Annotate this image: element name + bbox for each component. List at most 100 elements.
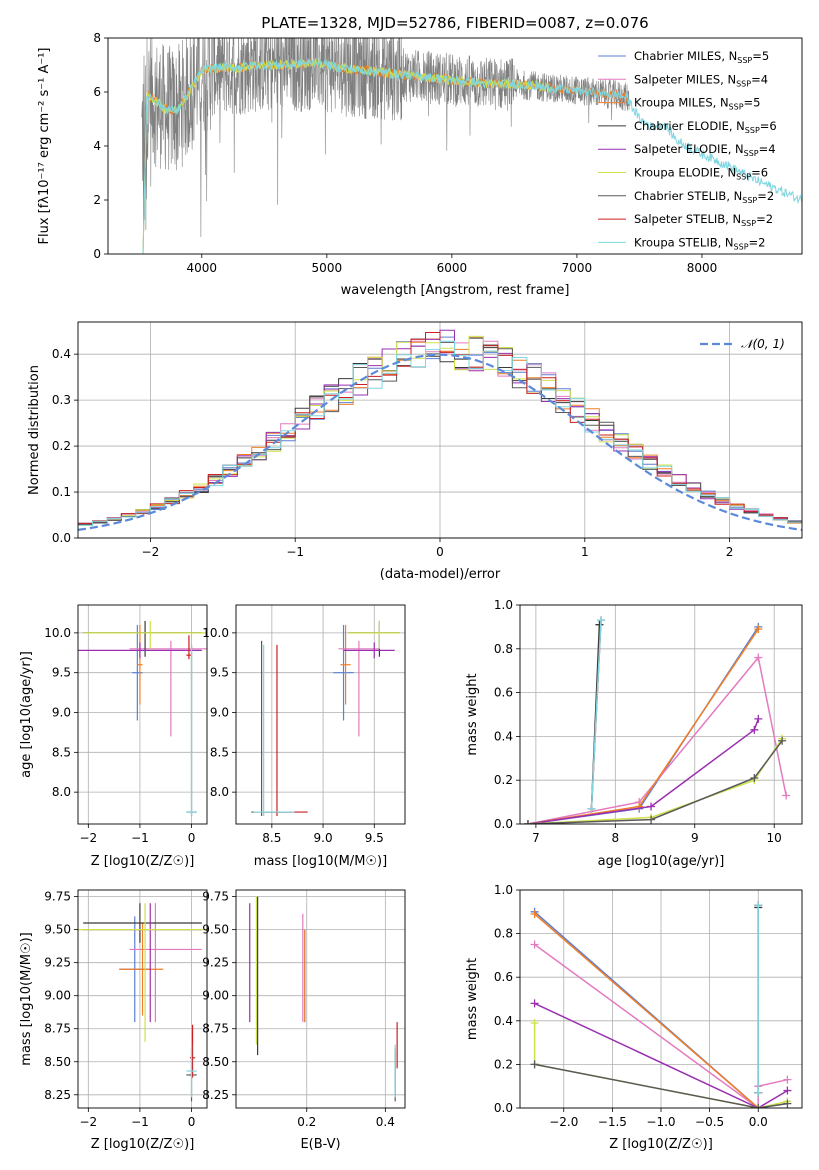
plot-area xyxy=(251,620,400,817)
y-axis-label: Flux [fλ10⁻¹⁷ erg cm⁻² s⁻¹ A⁻¹] xyxy=(37,48,52,245)
weight-line-salpeter_elodie xyxy=(534,1002,788,1108)
legend-label-sub: SSP xyxy=(745,126,760,135)
x-tick-label: −1.0 xyxy=(646,1115,675,1129)
weight-marker-kroupa_stelib xyxy=(754,1088,763,1097)
legend-label-main: Chabrier MILES, N xyxy=(634,49,737,63)
y-tick-label: 9.25 xyxy=(202,956,229,970)
weight-marker-salpeter_elodie xyxy=(750,725,759,734)
legend-label-tail: =4 xyxy=(751,72,768,86)
y-tick-label: 1.0 xyxy=(494,883,513,897)
legend-label-sub: SSP xyxy=(737,56,752,65)
legend-label-main: Kroupa STELIB, N xyxy=(634,235,734,249)
y-tick-label: 9.5 xyxy=(52,666,71,680)
weight-marker-kroupa_miles xyxy=(635,802,644,811)
weight-marker-kroupa_elodie xyxy=(530,1018,539,1027)
x-axis-label: Z [log10(Z/Z☉)] xyxy=(91,1137,195,1152)
y-tick-label: 8.75 xyxy=(202,1022,229,1036)
y-tick-label: 0.0 xyxy=(52,531,71,545)
weight-marker-chabrier_stelib xyxy=(523,820,532,824)
plot-area xyxy=(249,896,398,1102)
x-tick-label: 0 xyxy=(188,831,196,845)
legend-label-salpeter_elodie: Salpeter ELODIE, NSSP=4 xyxy=(634,142,776,158)
y-tick-label: 0.2 xyxy=(52,439,71,453)
legend-label-tail: =5 xyxy=(752,49,769,63)
x-tick-label: 7000 xyxy=(562,261,593,275)
x-tick-label: 9 xyxy=(691,831,699,845)
x-tick-label: 2 xyxy=(726,545,734,559)
y-tick-label: 6 xyxy=(93,85,101,99)
legend-label-main: Salpeter MILES, N xyxy=(634,72,736,86)
x-axis-label: Z [log10(Z/Z☉)] xyxy=(609,1137,713,1152)
weight-marker-salpeter_miles xyxy=(783,1075,792,1084)
axes-frame xyxy=(235,889,406,1109)
x-axis-label: (data-model)/error xyxy=(380,567,501,582)
weight-marker-chabrier_stelib xyxy=(647,815,656,824)
weight-line-salpeter_miles xyxy=(527,655,787,824)
plot-area xyxy=(523,616,791,824)
x-tick-label: 5000 xyxy=(312,261,343,275)
weight-marker-kroupa_stelib xyxy=(597,616,606,625)
y-tick-label: 0.8 xyxy=(494,927,513,941)
legend-label-sub: SSP xyxy=(736,173,751,182)
weight-line-chabrier_miles xyxy=(527,626,759,824)
legend-label-tail: =5 xyxy=(744,96,761,110)
legend-label-main: Salpeter STELIB, N xyxy=(634,212,741,226)
panel-age_vs_mass: 8.5 9.0 9.5 8.0 8.5 9.0 9.5 10.0 mass [log10(M/M… xyxy=(202,604,406,869)
weight-line-kroupa_stelib xyxy=(590,620,602,809)
weight-marker-salpeter_elodie xyxy=(754,714,763,723)
x-axis-label: E(B-V) xyxy=(300,1137,340,1152)
legend-label-tail: =2 xyxy=(757,189,774,203)
x-tick-label: 8.5 xyxy=(262,831,281,845)
panel-mass_vs_Z: −2 −1 0 8.25 8.50 8.75 9.00 9.25 9.50 9.75 Z [log1… xyxy=(19,889,208,1152)
weight-marker-salpeter_miles xyxy=(530,940,539,949)
axes-frame xyxy=(77,604,208,825)
legend-label-main: Salpeter ELODIE, N xyxy=(634,142,744,156)
y-tick-label: 0.1 xyxy=(52,485,71,499)
legend-label-main: Kroupa ELODIE, N xyxy=(634,166,736,180)
y-tick-label: 1.0 xyxy=(494,598,513,612)
y-tick-label: 9.0 xyxy=(210,706,229,720)
panel-weight_vs_age: 7 8 9 10 0.0 0.2 0.4 0.6 0.8 1.0 age [log10(age/yr… xyxy=(465,598,803,869)
weight-marker-kroupa_stelib xyxy=(754,901,763,910)
legend-label-chabrier_miles: Chabrier MILES, NSSP=5 xyxy=(634,49,769,65)
x-tick-label: 0.0 xyxy=(749,1115,768,1129)
legend-label-salpeter_miles: Salpeter MILES, NSSP=4 xyxy=(634,72,768,88)
weight-line-chabrier_stelib xyxy=(534,1063,788,1108)
y-tick-label: 0.4 xyxy=(494,1014,513,1028)
y-tick-label: 0.8 xyxy=(494,642,513,656)
weight-marker-chabrier_stelib xyxy=(778,736,787,745)
x-axis-label: wavelength [Angstrom, rest frame] xyxy=(341,283,570,298)
legend-label-tail: =2 xyxy=(756,212,773,226)
y-tick-label: 10.0 xyxy=(202,626,229,640)
x-tick-label: 0 xyxy=(436,545,444,559)
y-tick-label: 8.50 xyxy=(202,1055,229,1069)
y-tick-label: 0.3 xyxy=(52,393,71,407)
plot-area xyxy=(530,901,792,1108)
y-tick-label: 8.25 xyxy=(202,1088,229,1102)
y-tick-label: 8.50 xyxy=(44,1055,71,1069)
x-tick-label: −1 xyxy=(286,545,304,559)
weight-marker-salpeter_miles xyxy=(754,653,763,662)
y-axis-label: age [log10(age/yr)] xyxy=(19,651,34,778)
axes-frame xyxy=(519,889,803,1109)
legend-label-sub: SSP xyxy=(741,219,756,228)
x-tick-label: 9.0 xyxy=(314,831,333,845)
legend-label-kroupa_miles: Kroupa MILES, NSSP=5 xyxy=(634,96,760,112)
legend-label-chabrier_stelib: Chabrier STELIB, NSSP=2 xyxy=(634,189,774,205)
y-tick-label: 10.0 xyxy=(44,626,71,640)
weight-line-kroupa_miles xyxy=(527,628,759,824)
normal-curve xyxy=(78,353,802,531)
legend-label-sub: SSP xyxy=(736,79,751,88)
x-axis-label: age [log10(age/yr)] xyxy=(598,854,725,869)
x-tick-label: −1.5 xyxy=(598,1115,627,1129)
y-tick-label: 2 xyxy=(93,193,101,207)
axes-frame xyxy=(107,37,803,255)
y-tick-label: 9.50 xyxy=(202,923,229,937)
model-spectrum-kroupa_stelib xyxy=(142,57,802,254)
y-tick-label: 0.0 xyxy=(494,817,513,831)
x-tick-label: 7 xyxy=(532,831,540,845)
plot-area xyxy=(141,38,802,254)
y-tick-label: 8.5 xyxy=(210,745,229,759)
y-tick-label: 9.75 xyxy=(202,890,229,904)
